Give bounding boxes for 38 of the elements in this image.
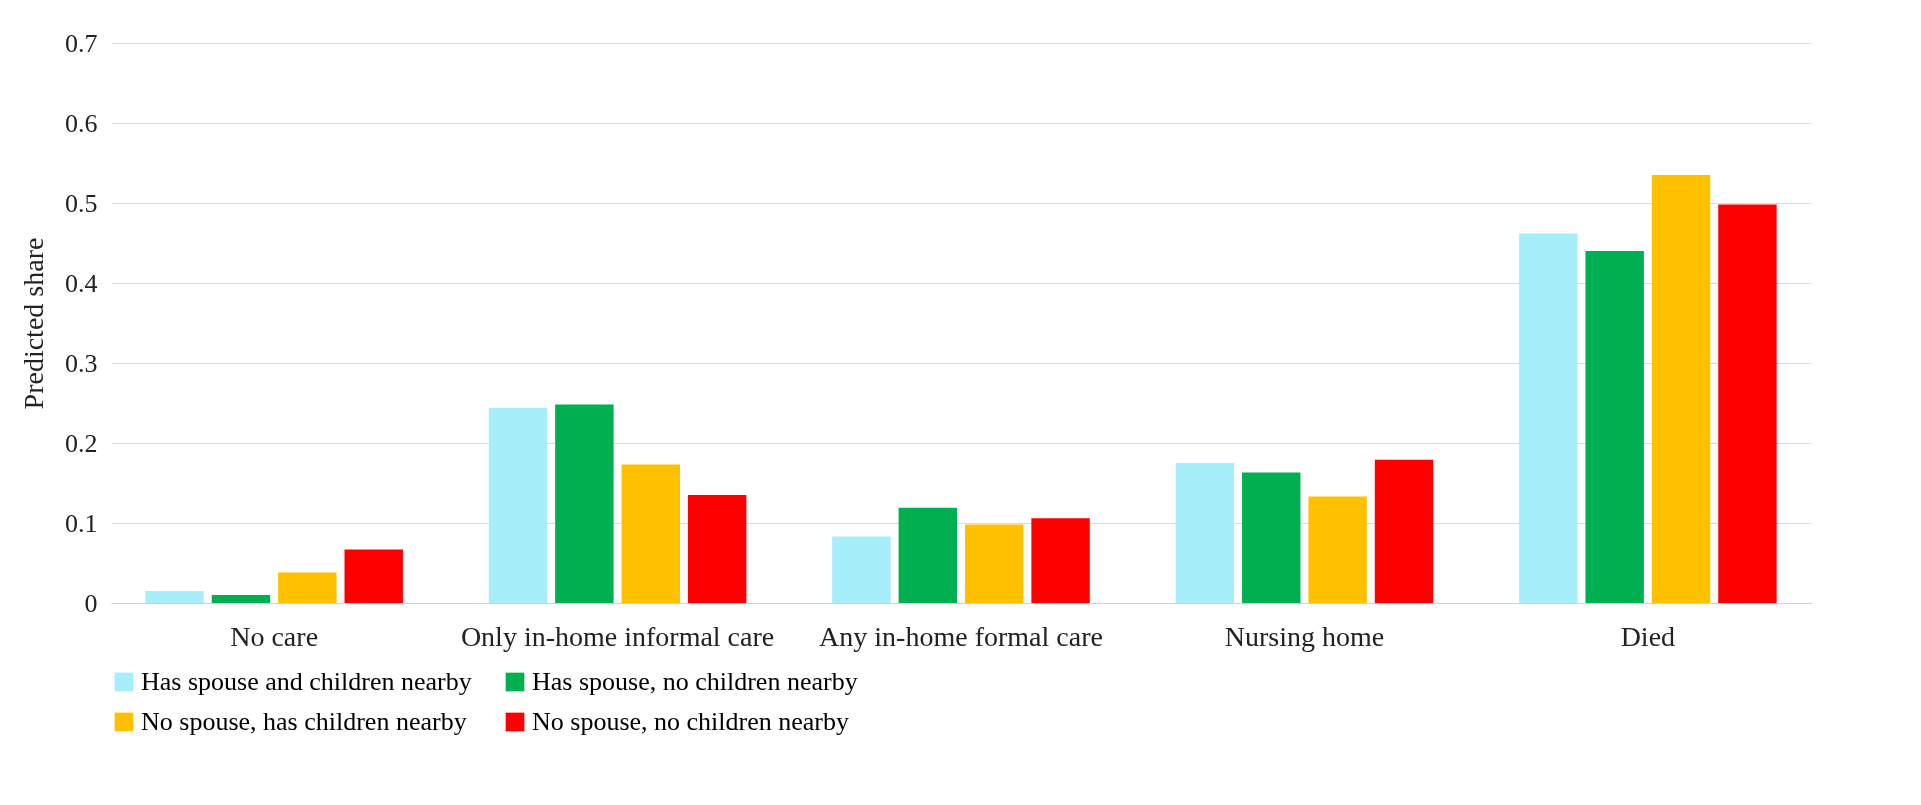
bar bbox=[344, 549, 403, 603]
bar bbox=[1175, 463, 1235, 603]
bar bbox=[1308, 496, 1367, 603]
y-tick-label: 0.4 bbox=[65, 268, 98, 298]
bar bbox=[278, 572, 337, 603]
y-tick-label: 0.5 bbox=[65, 188, 98, 218]
x-tick-label: Only in-home informal care bbox=[460, 620, 775, 652]
legend-label: Has spouse, no children nearby bbox=[532, 667, 858, 696]
bar bbox=[687, 495, 747, 603]
y-tick-label: 0.3 bbox=[65, 348, 98, 378]
y-tick-label: 0.1 bbox=[65, 508, 98, 538]
bar bbox=[832, 536, 891, 603]
bar bbox=[488, 407, 548, 603]
legend-label: No spouse, has children nearby bbox=[141, 707, 467, 736]
bar bbox=[1585, 251, 1644, 603]
x-tick-label: Died bbox=[1620, 620, 1676, 652]
x-tick-label: Any in-home formal care bbox=[819, 620, 1103, 652]
bar bbox=[964, 524, 1024, 603]
bar bbox=[898, 507, 958, 603]
y-tick-label: 0.2 bbox=[65, 428, 98, 458]
x-tick-label: Nursing home bbox=[1224, 620, 1385, 652]
y-axis-title: Predicted share bbox=[18, 237, 49, 410]
bar bbox=[1519, 233, 1578, 603]
bar bbox=[1242, 472, 1301, 603]
bar bbox=[145, 591, 204, 603]
legend-label: No spouse, no children nearby bbox=[532, 707, 849, 736]
y-tick-label: 0 bbox=[84, 588, 98, 618]
bar bbox=[1651, 175, 1711, 603]
x-tick-label: No care bbox=[230, 620, 319, 652]
bar bbox=[1031, 518, 1090, 603]
bar bbox=[1718, 204, 1777, 603]
y-tick-label: 0.7 bbox=[65, 28, 98, 58]
y-tick-label: 0.6 bbox=[65, 108, 98, 138]
bar bbox=[1374, 459, 1434, 603]
bar bbox=[555, 404, 614, 603]
bar bbox=[211, 595, 271, 603]
legend-label: Has spouse and children nearby bbox=[141, 667, 472, 696]
bar bbox=[621, 464, 680, 603]
